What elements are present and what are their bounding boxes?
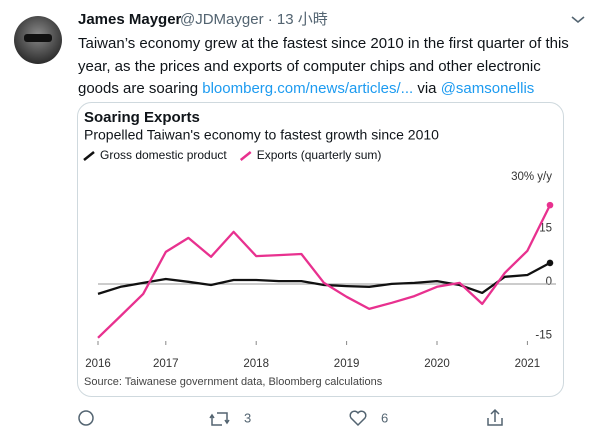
tweet-text: year, as the prices and exports of compu… [78, 58, 541, 75]
tweet-text: goods are soaring bloomberg.com/news/art… [78, 80, 534, 97]
link[interactable]: bloomberg.com/news/articles/... [202, 80, 413, 97]
y-tick-label: 30% y/y [511, 171, 552, 183]
more-menu[interactable] [571, 16, 585, 24]
media-card[interactable] [77, 102, 564, 397]
chart-subtitle: Propelled Taiwan's economy to fastest gr… [84, 127, 439, 143]
chart-source: Source: Taiwanese government data, Bloom… [84, 376, 383, 388]
legend-swatch [239, 151, 252, 161]
tweet-text: via [413, 80, 441, 97]
reply-button[interactable] [78, 410, 94, 426]
tweet-text: goods are soaring [78, 80, 202, 97]
actions: 3 6 [78, 408, 503, 427]
share-button[interactable] [487, 408, 503, 426]
x-tick-label: 2019 [334, 358, 360, 370]
author-name[interactable]: James Mayger [78, 11, 182, 28]
end-point [546, 201, 554, 209]
x-tick-label: 2021 [515, 358, 541, 370]
legend-label: Exports (quarterly sum) [257, 148, 382, 162]
y-tick-label: -15 [535, 329, 552, 341]
x-tick-label: 2020 [424, 358, 450, 370]
series-line [97, 261, 551, 295]
like-button[interactable] [349, 410, 367, 427]
series-line [97, 204, 552, 339]
x-tick-label: 2018 [243, 358, 269, 370]
retweet-count: 3 [244, 410, 251, 425]
separator: · [268, 11, 273, 28]
y-tick-label: 15 [539, 222, 552, 234]
end-point [546, 259, 554, 267]
x-tick-label: 2016 [85, 358, 111, 370]
handle[interactable]: @JDMayger [180, 11, 264, 28]
like-count: 6 [381, 410, 388, 425]
x-tick-label: 2017 [153, 358, 179, 370]
retweet-button[interactable] [209, 412, 230, 426]
legend-swatch [83, 151, 95, 161]
tweet-text: Taiwan’s economy grew at the fastest sin… [78, 35, 569, 52]
avatar-glasses [24, 34, 52, 42]
legend-label: Gross domestic product [100, 148, 227, 162]
y-tick-label: 0 [546, 276, 552, 288]
meta: @JDMayger · 13 小時 [180, 11, 328, 28]
chart-title: Soaring Exports [84, 109, 200, 126]
time[interactable]: 13 小時 [277, 11, 328, 28]
mention[interactable]: @samsonellis [441, 80, 535, 97]
